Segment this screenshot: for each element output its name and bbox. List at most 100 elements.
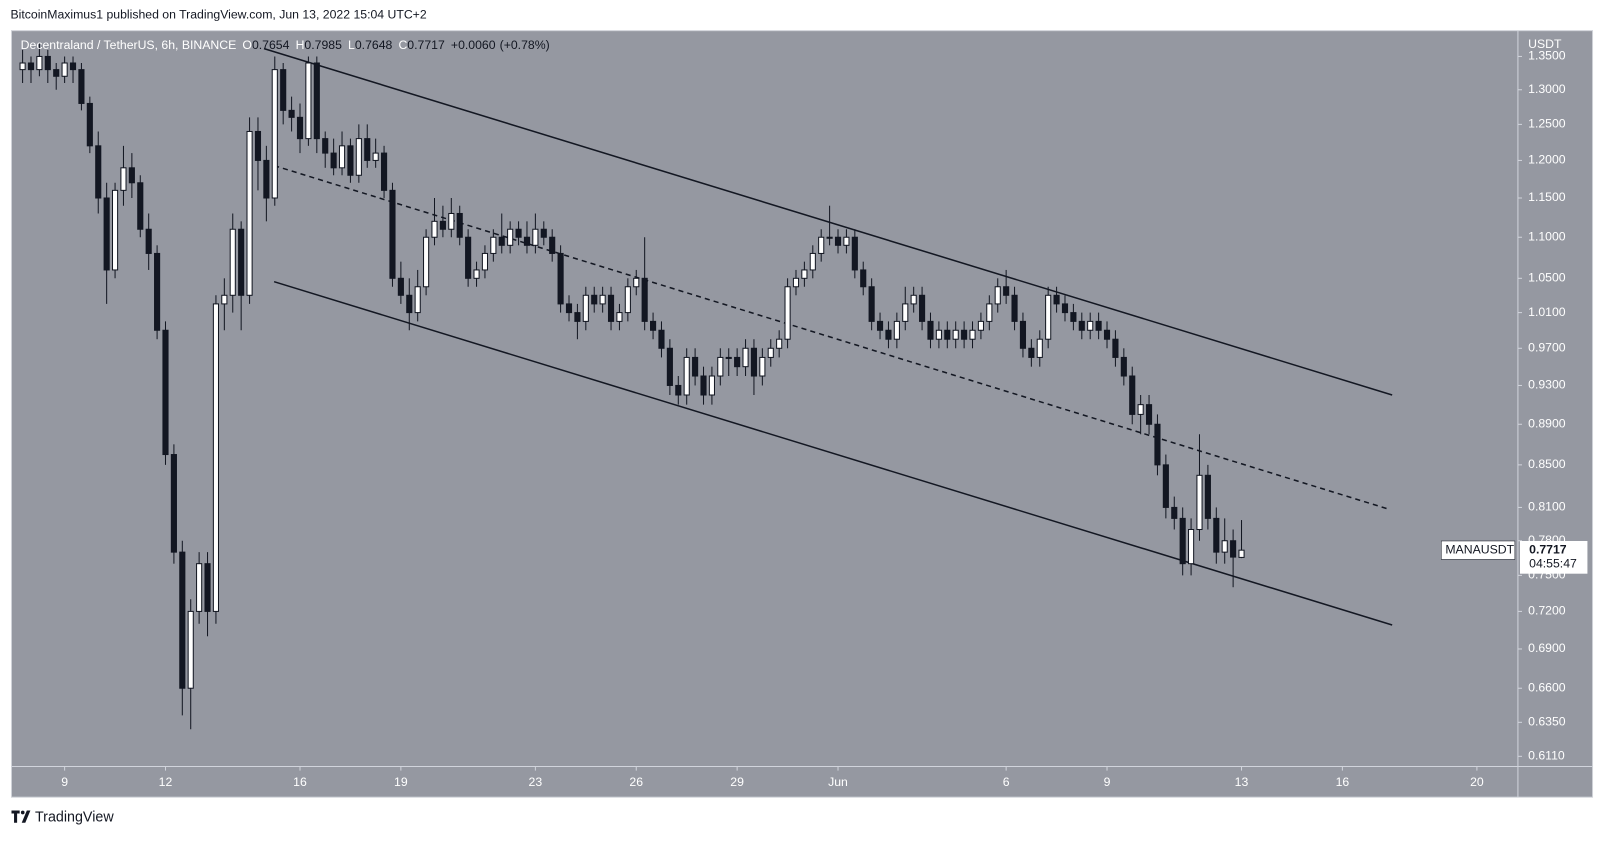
logo-mark — [11, 810, 31, 823]
candle-body — [557, 252, 564, 305]
y-tick-label: 0.8900 — [1528, 417, 1566, 431]
candle-body — [507, 228, 514, 246]
candle-body — [27, 62, 35, 71]
published-note: BitcoinMaximus1 published on TradingView… — [10, 8, 426, 22]
y-tick-label: 1.3000 — [1528, 82, 1566, 96]
candle-body — [1238, 549, 1245, 558]
y-tick-label: 0.8100 — [1528, 500, 1566, 514]
candle-body — [439, 220, 446, 230]
candle-body — [322, 138, 329, 154]
candle-body — [969, 329, 976, 340]
candle-body — [179, 551, 186, 689]
logo-dot — [20, 810, 25, 815]
y-tick-label: 1.2500 — [1528, 117, 1566, 131]
ohlc-value: 0.7648 — [355, 38, 393, 52]
candle-body — [919, 294, 926, 322]
candle-body — [1087, 320, 1094, 331]
candle-body — [776, 338, 783, 349]
candle-body — [675, 384, 682, 396]
candle-body — [1213, 517, 1220, 553]
price-tag — [1519, 540, 1588, 574]
candle-body — [607, 294, 615, 322]
trend-line — [273, 280, 1393, 626]
y-tick-label: 1.0500 — [1528, 271, 1566, 285]
change-percent: (+0.78%) — [500, 38, 550, 52]
candle-body — [296, 116, 304, 140]
candle-body — [423, 236, 430, 288]
candle-body — [1070, 312, 1077, 322]
candle-body — [1095, 320, 1102, 331]
ohlc-label: H — [296, 38, 305, 52]
candle-body — [1120, 356, 1127, 377]
candle-body — [977, 320, 984, 331]
x-tick-label: 20 — [1470, 775, 1484, 789]
x-tick-label: 19 — [394, 775, 408, 789]
candle-body — [700, 375, 707, 396]
candle-body — [935, 329, 942, 340]
candle-body — [95, 145, 102, 199]
candle-body — [1154, 423, 1161, 466]
candle-body — [1011, 294, 1018, 322]
symbol-legend: Decentraland / TetherUS, 6h, BINANCE O 0.7… — [21, 38, 550, 52]
candle-body — [1028, 347, 1035, 358]
candle-body — [801, 269, 808, 279]
candle-body — [818, 236, 825, 254]
candle-body — [1112, 338, 1119, 358]
candle-body — [666, 347, 673, 386]
candle-body — [540, 228, 547, 238]
candle-body — [532, 228, 539, 246]
candle-body — [389, 189, 396, 279]
candle-body — [927, 320, 934, 340]
candle-body — [885, 329, 892, 340]
plot-area — [19, 43, 1393, 730]
candle-body — [1230, 540, 1237, 558]
candle-body — [1019, 320, 1027, 349]
candle-body — [893, 320, 900, 340]
candle-body — [246, 130, 253, 296]
candle-body — [347, 145, 354, 176]
x-tick-label: 29 — [730, 775, 744, 789]
candle-body — [784, 286, 791, 340]
candle-body — [708, 375, 715, 396]
candle-body — [523, 236, 531, 246]
ohlc-label: O — [242, 38, 252, 52]
candle-body — [229, 228, 236, 296]
candle-body — [1145, 404, 1153, 425]
candle-body — [574, 312, 581, 322]
trend-line — [263, 47, 1393, 396]
y-tick-label: 1.1500 — [1528, 190, 1566, 204]
candle-body — [1179, 517, 1186, 565]
candle-body — [1204, 474, 1211, 519]
y-tick-label: 1.3500 — [1528, 49, 1566, 63]
candle-body — [364, 138, 371, 161]
candle-body — [750, 347, 758, 377]
y-tick-label: 0.9700 — [1528, 341, 1566, 355]
candle-body — [111, 189, 119, 271]
candle-body — [103, 197, 110, 271]
candle-body — [456, 212, 463, 238]
candle-body — [843, 236, 850, 246]
candle-body — [1137, 404, 1144, 415]
ohlc-label: L — [348, 38, 355, 52]
symbol-tag-label: MANAUSDT — [1445, 542, 1514, 556]
candle-body — [1103, 329, 1111, 340]
candle-body — [170, 454, 177, 553]
symbol-tag — [1441, 540, 1516, 560]
y-tick-label: 0.6900 — [1528, 641, 1566, 655]
candle-body — [212, 303, 220, 612]
candle-body — [826, 236, 833, 239]
candle-body — [1045, 294, 1052, 340]
candle-body — [725, 356, 732, 359]
symbol-title: Decentraland / TetherUS, 6h, BINANCE — [21, 38, 237, 52]
candle-body — [473, 269, 480, 279]
candle-body — [1003, 286, 1010, 296]
x-tick-label: 16 — [1336, 775, 1350, 789]
candle-body — [406, 294, 413, 314]
candle-body — [397, 277, 404, 296]
candle-body — [36, 55, 43, 71]
candle-body — [120, 167, 127, 191]
candle-body — [498, 236, 505, 246]
candle-body — [1162, 464, 1169, 508]
ohlc-value: 0.7985 — [304, 38, 342, 52]
